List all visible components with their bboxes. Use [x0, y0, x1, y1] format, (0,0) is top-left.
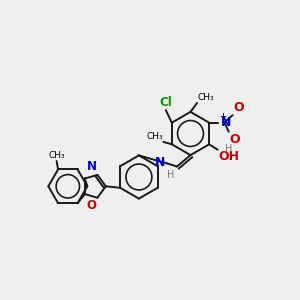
Text: H: H: [225, 144, 232, 154]
Text: CH₃: CH₃: [146, 132, 163, 141]
Text: OH: OH: [218, 150, 239, 163]
Text: N: N: [154, 156, 165, 169]
Text: N: N: [220, 116, 231, 130]
Text: O: O: [229, 133, 240, 146]
Text: CH₃: CH₃: [198, 93, 214, 102]
Text: N: N: [86, 160, 97, 173]
Text: Cl: Cl: [159, 97, 172, 110]
Text: CH₃: CH₃: [48, 151, 65, 160]
Text: O: O: [233, 101, 244, 114]
Text: +: +: [219, 112, 226, 122]
Text: O: O: [86, 199, 97, 212]
Text: H: H: [167, 170, 175, 180]
Text: ⁻: ⁻: [236, 102, 242, 112]
